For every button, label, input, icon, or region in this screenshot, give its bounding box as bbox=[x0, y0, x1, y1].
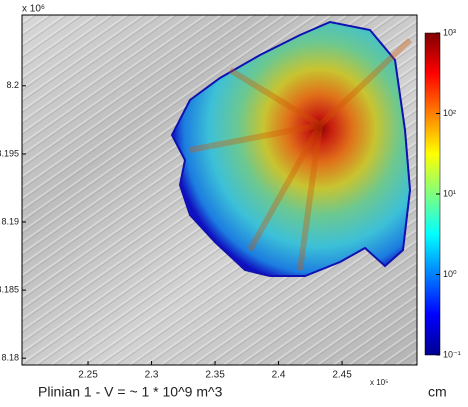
colorbar-tick-label: 10¹ bbox=[443, 188, 456, 198]
y-tick-label: 8.195 bbox=[0, 148, 19, 158]
x-tick-label: 2.25 bbox=[78, 370, 98, 381]
colorbar-tick-label: 10² bbox=[443, 108, 456, 118]
figure: x 10⁶ x 10⁵ Plinian 1 - V = ~ 1 * 10^9 m… bbox=[0, 0, 468, 407]
colorbar-tick-label: 10⁰ bbox=[443, 269, 457, 279]
x-tick-label: 2.4 bbox=[272, 370, 286, 381]
y-tick-label: 8.185 bbox=[0, 284, 19, 294]
y-tick-label: 8.2 bbox=[6, 80, 19, 90]
x-exponent: x 10⁵ bbox=[370, 378, 388, 387]
x-tick-label: 2.45 bbox=[332, 370, 352, 381]
colorbar-tick-label: 10⁻¹ bbox=[443, 349, 461, 359]
chart-title: Plinian 1 - V = ~ 1 * 10^9 m^3 bbox=[38, 384, 223, 400]
colorbar-label: cm bbox=[428, 384, 447, 400]
x-tick-label: 2.3 bbox=[145, 370, 159, 381]
y-exponent: x 10⁶ bbox=[22, 4, 45, 15]
x-tick-label: 2.35 bbox=[205, 370, 225, 381]
colorbar-tick-label: 10³ bbox=[443, 27, 456, 37]
map-image bbox=[22, 15, 417, 365]
y-tick-label: 8.18 bbox=[1, 353, 19, 363]
y-tick-label: 8.19 bbox=[1, 216, 19, 226]
